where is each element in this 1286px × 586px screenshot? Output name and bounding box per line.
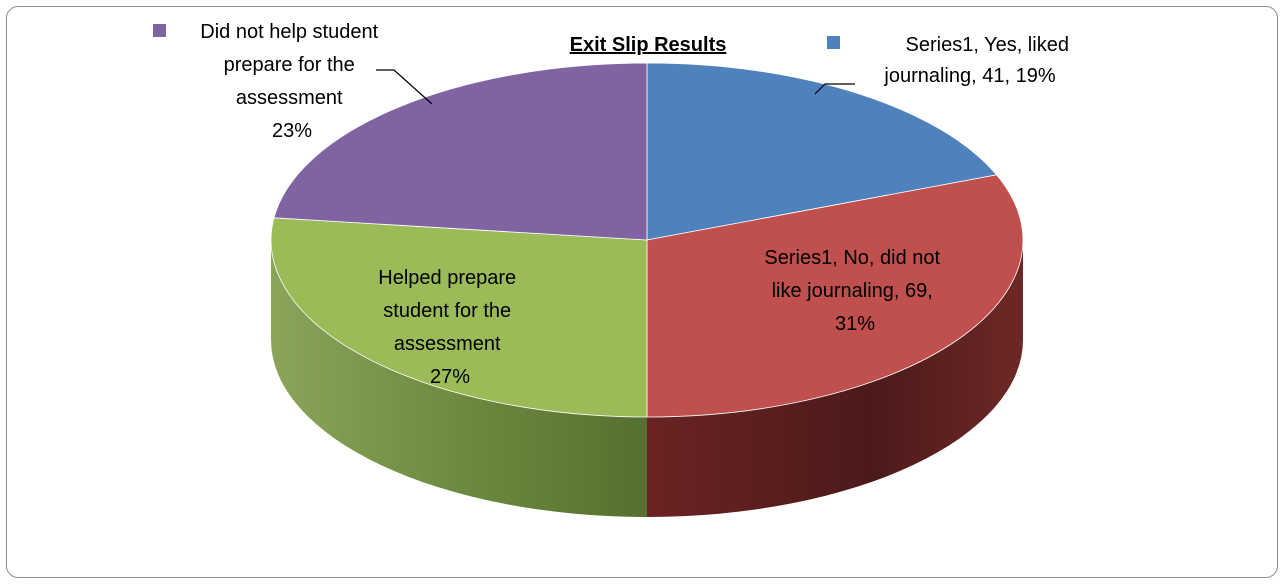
chart-title: Exit Slip Results <box>570 34 727 56</box>
legend-markers <box>153 24 840 49</box>
pie-tops <box>270 62 1024 418</box>
slice-label-not-helped-line-2: prepare for the <box>224 54 355 76</box>
slice-label-no: Series1, No, did not like journaling, 69… <box>764 247 945 335</box>
slice-label-not-helped-line-4: 23% <box>272 120 312 142</box>
pie-slice-helped <box>270 217 648 418</box>
slice-label-helped: Helped prepare student for the assessmen… <box>378 267 521 388</box>
slice-label-helped-line-2: student for the <box>383 300 511 322</box>
pie-side-no <box>647 240 1023 517</box>
slice-label-helped-line-3: assessment <box>394 333 501 355</box>
pie-slice-not-helped <box>273 62 648 241</box>
slice-label-no-line-1: Series1, No, did not <box>764 247 940 269</box>
leader-line-yes <box>814 83 855 95</box>
slice-label-no-line-2: like journaling, 69, <box>772 280 933 302</box>
pie-side-helped <box>271 240 647 517</box>
slice-label-not-helped-line-3: assessment <box>236 87 343 109</box>
slice-label-yes-line-2: journaling, 41, 19% <box>883 65 1055 87</box>
slice-label-helped-line-4: 27% <box>430 366 470 388</box>
slice-label-yes-line-1: Series1, Yes, liked <box>906 34 1069 56</box>
legend-marker-not-helped <box>153 24 166 37</box>
slice-label-not-helped: Did not help student prepare for the ass… <box>200 21 383 142</box>
slice-label-yes: Series1, Yes, liked journaling, 41, 19% <box>883 34 1074 87</box>
legend-marker-yes <box>827 36 840 49</box>
pie-sides <box>271 240 1023 517</box>
pie-slice-yes <box>646 62 998 241</box>
pie-slice-no <box>646 174 1024 418</box>
leader-line-not-helped <box>376 69 433 105</box>
slice-label-helped-line-1: Helped prepare <box>378 267 516 289</box>
leader-lines <box>376 69 855 105</box>
slice-label-not-helped-line-1: Did not help student <box>200 21 378 43</box>
slice-label-no-line-3: 31% <box>835 313 875 335</box>
